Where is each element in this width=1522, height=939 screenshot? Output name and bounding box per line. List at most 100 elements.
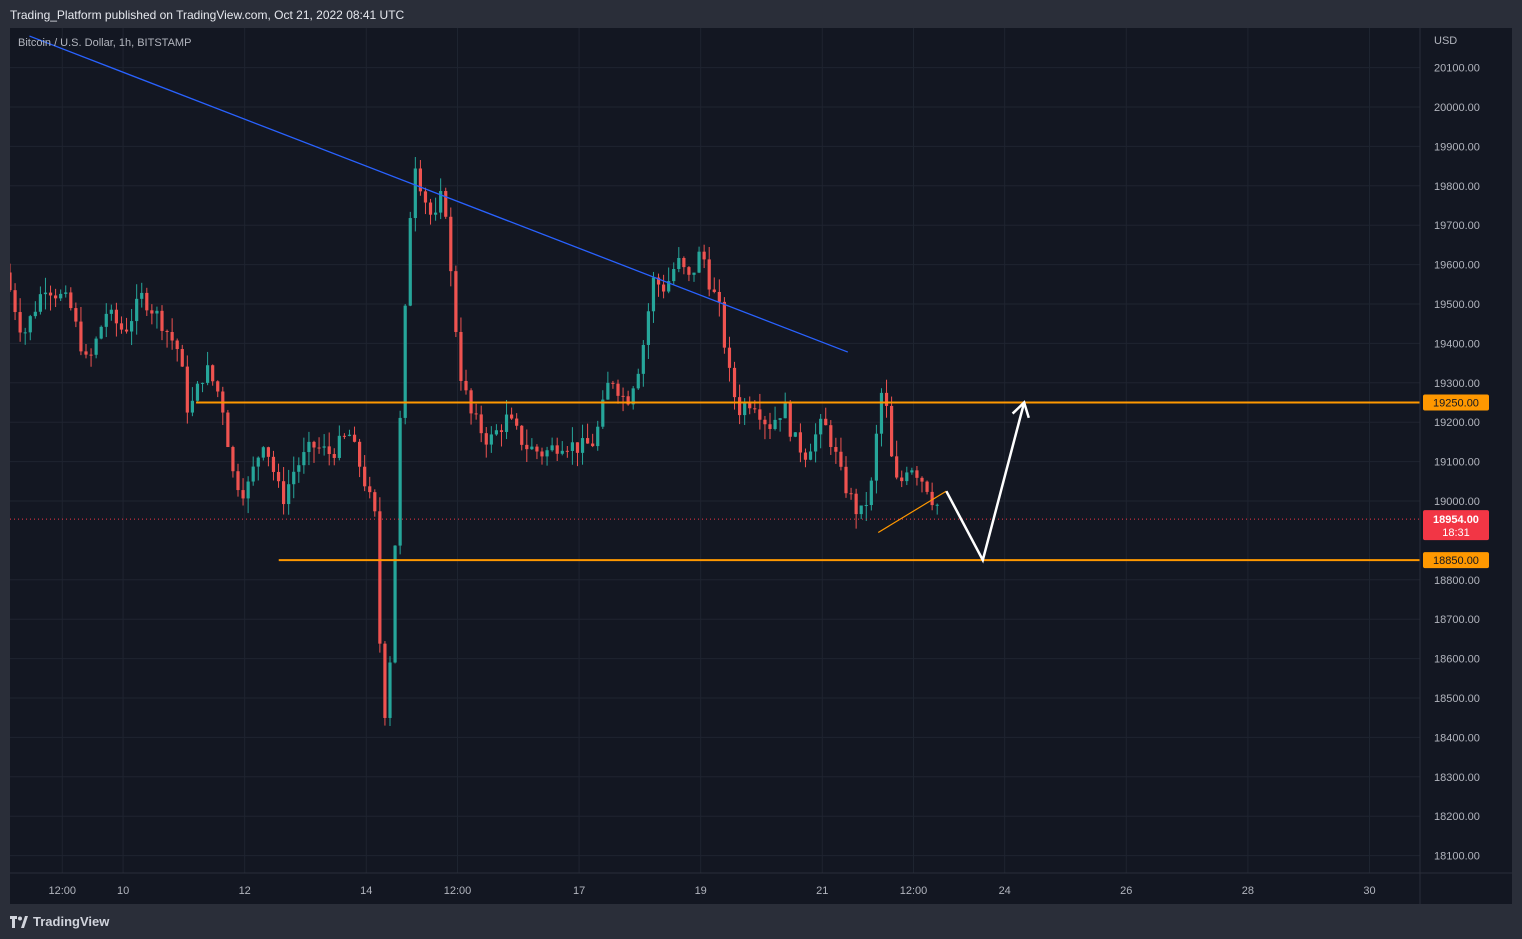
current-price-tag [1423,510,1489,541]
candle-body [160,310,164,331]
candle-body [99,326,103,339]
candle-body [165,330,169,333]
candle-body [352,434,357,442]
candle-body [692,272,696,275]
candle-body [363,466,367,487]
candle-body [393,545,397,663]
candle-body [879,392,884,434]
chart-title: Bitcoin / U.S. Dollar, 1h, BITSTAMP [18,37,191,49]
candle-body [859,505,863,515]
candle-body [423,191,428,203]
candle-body [677,257,681,269]
candle-body [890,405,894,457]
candle-body [10,272,12,291]
candle-body [834,446,838,452]
x-tick-label: 17 [573,885,585,897]
candle-body [884,392,889,406]
candle-body [241,490,245,499]
y-tick-label: 19800.00 [1434,181,1480,193]
time-axis[interactable]: 12:00 10 12 14 12:00 17 19 21 12:00 24 26 28 30 [49,885,1376,897]
candle-body [515,418,519,426]
candle-body [798,432,802,453]
candle-body [535,446,539,452]
candle-body [844,466,848,494]
candle-body [606,382,610,400]
candle-body [793,432,797,437]
candle-body [251,466,255,482]
tradingview-logo[interactable]: TradingView [10,914,109,929]
candle-body [829,425,833,447]
candle-body [94,338,98,355]
candle-body [104,313,108,327]
candle-body [935,504,939,506]
candle-body [656,277,661,285]
candle-body [226,412,230,448]
y-tick-label: 20100.00 [1434,63,1480,75]
candle-body [358,441,362,467]
candle-body [727,347,732,368]
y-tick-label: 19200.00 [1434,417,1480,429]
candle-body [150,310,154,314]
axis-unit: USD [1434,35,1457,47]
candle-body [256,457,260,467]
candle-body [869,480,873,506]
candle-body [206,365,210,383]
candle-body [621,395,625,397]
candle-body [312,441,316,448]
candle-body [555,445,559,454]
x-tick-label: 12 [239,885,251,897]
candle-body [687,267,691,275]
projection-path[interactable] [945,402,1026,564]
candle-body [530,446,534,450]
candle-body [23,332,27,334]
y-tick-label: 18400.00 [1434,732,1480,744]
x-tick-label: 28 [1242,885,1254,897]
candle-body [672,268,676,282]
candle-body [342,435,346,437]
x-tick-label: 21 [816,885,828,897]
candle-body [180,349,184,367]
candle-body [43,292,48,295]
candle-body [195,383,200,401]
candle-body [732,367,737,398]
candle-body [373,492,377,512]
candle-body [236,471,240,491]
candle-body [814,434,818,452]
footer: TradingView [0,904,1522,939]
candle-body [575,442,580,453]
candle-body [408,218,412,306]
candle-body [119,323,124,330]
candle-body [418,168,422,192]
candle-body [854,493,858,515]
candle-body [925,481,929,492]
y-tick-label: 18100.00 [1434,851,1480,863]
resistance-trendline[interactable] [29,35,849,353]
candle-body [332,454,336,458]
candle-body [570,442,574,451]
candle-body [545,450,549,457]
candle-body [398,417,402,546]
chart-area[interactable]: 19250.00 18850.00 18954.00 18:31 20100.00 20… [10,28,1512,904]
candle-body [697,251,701,273]
candle-body [905,472,909,482]
x-tick-label: 10 [117,885,129,897]
candle-body [413,168,417,219]
candle-body [920,477,924,482]
candle-body [712,289,716,292]
support-trendline[interactable] [877,490,947,534]
candle-body [788,402,792,437]
candle-body [89,354,93,356]
candle-body [261,447,265,458]
candle-body [271,456,276,472]
candle-body [616,383,620,396]
candle-body [504,414,509,432]
candle-body [748,403,752,409]
candle-body [560,450,564,454]
candle-body [722,301,726,348]
price-axis[interactable]: 20100.00 20000.00 19900.00 19800.00 19700.00… [10,28,1512,904]
candle-body [449,216,453,272]
y-tick-label: 18700.00 [1434,614,1480,626]
level-price-label: 18850.00 [1433,555,1479,567]
